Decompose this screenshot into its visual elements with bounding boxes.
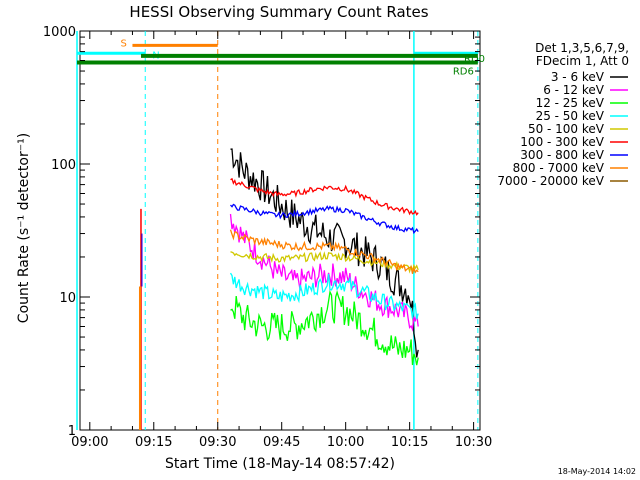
x-tick-label: 09:45 <box>263 435 300 450</box>
legend-entry-label: 100 - 300 keV <box>520 135 604 149</box>
date-stamp: 18-May-2014 14:02 <box>558 467 636 476</box>
legend-entry-label: 300 - 800 keV <box>520 148 604 162</box>
x-tick-label: 10:15 <box>391 435 428 450</box>
chart-title: HESSI Observing Summary Count Rates <box>129 3 428 21</box>
legend-header-line-2: FDecim 1, Att 0 <box>536 54 629 68</box>
series-line <box>229 229 419 274</box>
legend-entry-label: 12 - 25 keV <box>536 96 605 110</box>
legend-entry-label: 7000 - 20000 keV <box>497 174 604 188</box>
annotation-label: RD6 <box>453 66 474 77</box>
annotation-label: S <box>120 38 126 49</box>
series-line <box>230 177 419 216</box>
x-tick-label: 09:30 <box>199 435 236 450</box>
series-line <box>230 289 419 366</box>
series-line <box>230 148 419 358</box>
y-tick-label: 1 <box>68 424 76 439</box>
x-tick-label: 09:15 <box>135 435 172 450</box>
legend-entry-label: 6 - 12 keV <box>543 83 605 97</box>
series-line <box>229 213 419 332</box>
y-axis: 1 10 100 1000 <box>43 25 480 439</box>
annotation-label: RD0 <box>464 54 485 65</box>
plot-area: SNRD0RD6 <box>76 30 485 431</box>
y-tick-label: 100 <box>51 158 76 173</box>
legend-header-line-1: Det 1,3,5,6,7,9, <box>535 41 629 55</box>
legend: Det 1,3,5,6,7,9, FDecim 1, Att 0 3 - 6 k… <box>497 41 629 188</box>
x-tick-label: 09:00 <box>71 435 108 450</box>
legend-entry-label: 800 - 7000 keV <box>513 161 605 175</box>
legend-entry-label: 3 - 6 keV <box>551 70 605 84</box>
x-tick-label: 10:00 <box>327 435 364 450</box>
x-axis: 09:00 09:15 09:30 09:45 10:00 10:15 10:30 <box>71 31 492 450</box>
plot-frame <box>79 30 481 431</box>
y-axis-label: Count Rate (s⁻¹ detector⁻¹) <box>16 133 32 323</box>
y-tick-label: 10 <box>59 291 76 306</box>
series-line <box>229 272 419 320</box>
legend-entry-label: 25 - 50 keV <box>536 109 605 123</box>
x-tick-label: 10:30 <box>455 435 492 450</box>
x-axis-label: Start Time (18-May-14 08:57:42) <box>165 456 395 472</box>
legend-entry-label: 50 - 100 keV <box>528 122 605 136</box>
y-tick-label: 1000 <box>43 25 76 40</box>
series-line <box>230 203 419 235</box>
